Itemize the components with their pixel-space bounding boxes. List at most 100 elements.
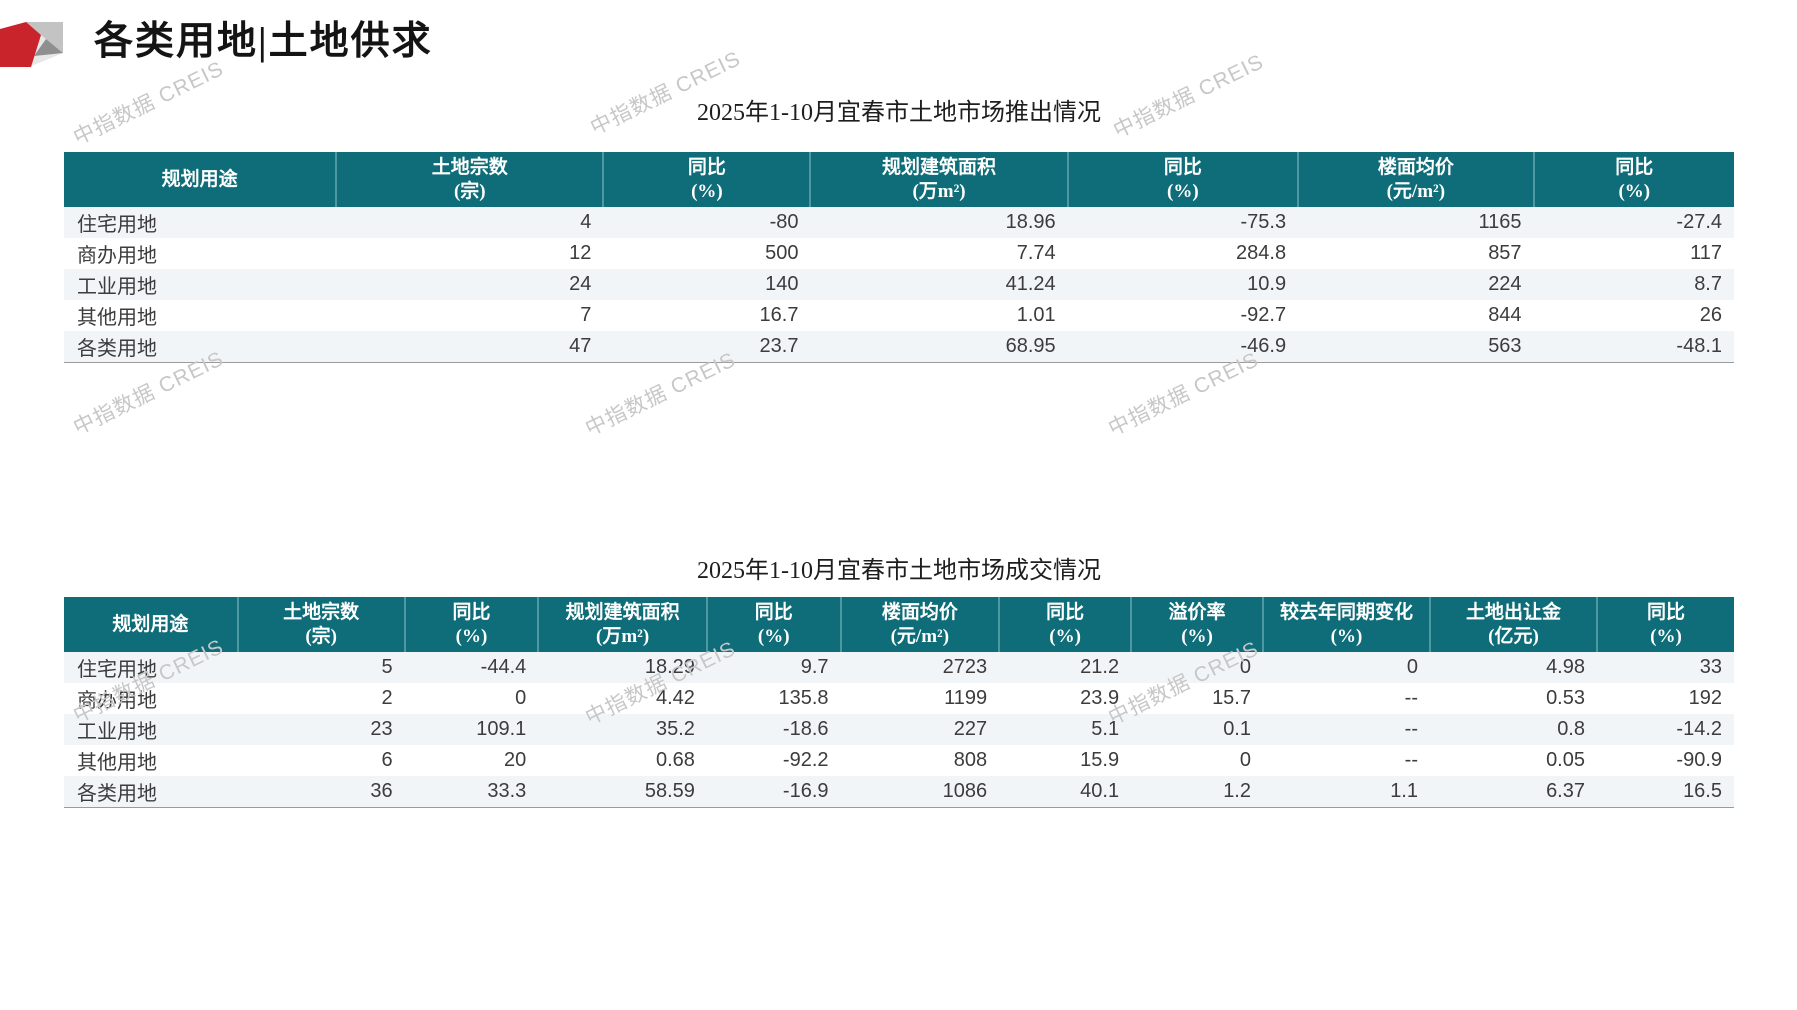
header-label: 土地宗数: [283, 601, 360, 623]
table-row: 住宅用地 5 -44.4 18.29 9.7 2723 21.2 0 0 4.9…: [64, 652, 1734, 683]
table-cell: 其他用地: [77, 752, 157, 774]
header-cell: 溢价率 (%): [1130, 597, 1263, 652]
table-cell: -48.1: [1533, 331, 1734, 363]
header-unit: (元/m²): [1386, 180, 1446, 202]
table-cell: 33: [1597, 652, 1734, 683]
table-cell: 808: [953, 749, 988, 771]
header-cell: 规划建筑面积 (万m²): [537, 597, 707, 652]
header-label: 同比: [1615, 156, 1654, 178]
table-cell: 15.9: [1080, 749, 1120, 771]
supply-table-title: 2025年1-10月宜春市土地市场推出情况: [697, 100, 1101, 126]
header-unit: (%): [455, 625, 488, 647]
header-label: 较去年同期变化: [1279, 601, 1413, 623]
table-cell: 24: [336, 269, 604, 300]
header-cell: 同比 (%): [602, 152, 811, 207]
table-cell: 23: [237, 714, 405, 745]
table-cell: 0: [1239, 749, 1251, 771]
table-cell: 18.96: [810, 207, 1068, 238]
table-cell: 857: [1488, 242, 1522, 264]
table-row: 其他用地 6 20 0.68 -92.2 808 15.9 0 -- 0.05 …: [64, 745, 1734, 776]
table-cell: -80: [603, 207, 811, 238]
table-cell: 各类用地: [64, 331, 337, 363]
table-cell: 1.1: [1263, 776, 1430, 808]
header-cell: 同比 (%): [403, 597, 539, 652]
table-cell: 0: [1131, 652, 1263, 683]
table-cell: 6: [381, 749, 393, 771]
table-cell: 68.95: [810, 331, 1068, 363]
header-unit: (%): [691, 180, 723, 202]
table-cell: 各类用地: [64, 776, 238, 808]
table-cell: 140: [603, 269, 811, 300]
header-unit: (%): [1167, 180, 1199, 202]
table-cell: 0.8: [1430, 714, 1597, 745]
header-cell: 规划用途: [64, 597, 238, 652]
table-cell: -27.4: [1533, 207, 1734, 238]
header-unit: (万m²): [596, 625, 650, 647]
table-cell: 33.3: [404, 776, 539, 808]
header-unit: (亿元): [1488, 625, 1539, 647]
header-label: 同比: [1646, 601, 1685, 623]
table-row: 商办用地 2 0 4.42 135.8 1199 23.9 15.7 -- 0.…: [64, 683, 1734, 714]
table-cell: -75.3: [1067, 207, 1299, 238]
header-cell: 规划建筑面积 (万m²): [809, 152, 1068, 207]
table-cell: -18.6: [706, 714, 841, 745]
header-cell: 同比 (%): [1066, 152, 1299, 207]
table-cell: 47: [336, 331, 604, 363]
table-cell: 0.53: [1546, 687, 1585, 709]
table-cell: 40.1: [999, 776, 1132, 808]
table-row: 工业用地 23 109.1 35.2 -18.6 227 5.1 0.1 -- …: [64, 714, 1734, 745]
header-unit: (元/m²): [890, 625, 950, 647]
header-cell: 土地宗数 (宗): [236, 597, 405, 652]
header-label: 楼面均价: [1377, 156, 1454, 178]
table-cell: 563: [1298, 331, 1534, 363]
table-cell: 109.1: [404, 714, 539, 745]
brand-logo-icon: [0, 22, 64, 69]
header-cell: 同比 (%): [705, 597, 841, 652]
table-cell: 0.05: [1546, 749, 1585, 771]
table-cell: 5: [237, 652, 405, 683]
table-row: 工业用地 24 140 41.24 10.9 224 8.7: [64, 269, 1734, 300]
table-cell: 7.74: [1016, 242, 1056, 264]
table-cell: 16.7: [759, 304, 799, 326]
page-title: 各类用地|土地供求: [94, 20, 433, 63]
header-cell: 土地宗数 (宗): [335, 152, 604, 207]
table-cell: 住宅用地: [64, 207, 337, 238]
table-cell: 117: [1690, 242, 1722, 264]
header-unit: (%): [1650, 625, 1682, 647]
header-cell: 同比 (%): [1532, 152, 1734, 207]
table-cell: 8.7: [1533, 269, 1734, 300]
header-label: 土地出让金: [1465, 601, 1561, 623]
table-cell: 12: [569, 242, 592, 264]
table-cell: 1.01: [1016, 304, 1056, 326]
header-label: 同比: [452, 601, 491, 623]
table-cell: 1199: [944, 687, 988, 709]
table-cell: --: [1404, 687, 1418, 709]
table-cell: 商办用地: [77, 245, 157, 267]
header-unit: (%): [1330, 625, 1363, 647]
table-cell: 其他用地: [77, 307, 157, 329]
table-cell: 4: [336, 207, 604, 238]
header-label: 同比: [1046, 601, 1085, 623]
header-label: 土地宗数: [431, 156, 508, 178]
table-cell: 6.37: [1430, 776, 1597, 808]
header-cell: 楼面均价 (元/m²): [1297, 152, 1534, 207]
table-cell: 商办用地: [77, 690, 157, 712]
header-row: 规划用途 土地宗数 (宗) 同比 (%) 规划建筑面积 (万m²) 同比 (%) 楼面均…: [64, 152, 1734, 207]
header-cell: 楼面均价 (元/m²): [839, 597, 1000, 652]
table-cell: 9.7: [706, 652, 841, 683]
table-cell: -90.9: [1676, 749, 1722, 771]
header-label: 同比: [687, 156, 726, 178]
table-row: 各类用地 47 23.7 68.95 -46.9 563 -48.1: [64, 331, 1734, 363]
table-cell: 41.24: [810, 269, 1068, 300]
table-cell: 1086: [840, 776, 1000, 808]
table-row: 住宅用地 4 -80 18.96 -75.3 1165 -27.4: [64, 207, 1734, 238]
table-cell: -92.2: [782, 749, 829, 771]
table-cell: 500: [765, 242, 799, 264]
table-cell: 26: [1699, 304, 1722, 326]
table-cell: 284.8: [1236, 242, 1287, 264]
header-unit: (%): [1049, 625, 1081, 647]
table-cell: 工业用地: [64, 714, 238, 745]
table-cell: 4.42: [655, 687, 695, 709]
table-cell: 58.59: [538, 776, 707, 808]
deal-table: 规划用途 土地宗数 (宗) 同比 (%) 规划建筑面积 (万m²) 同比 (%) 楼面均…: [64, 597, 1734, 808]
